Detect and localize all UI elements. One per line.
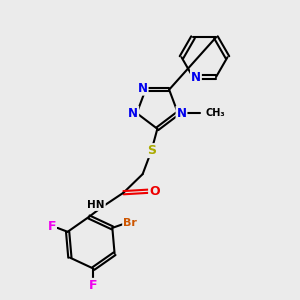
Text: F: F <box>47 220 56 233</box>
Text: N: N <box>138 82 148 95</box>
Text: N: N <box>128 107 138 120</box>
Text: CH₃: CH₃ <box>206 108 226 118</box>
Text: F: F <box>89 279 98 292</box>
Text: N: N <box>176 107 187 120</box>
Text: O: O <box>149 185 160 198</box>
Text: N: N <box>191 70 201 84</box>
Text: HN: HN <box>87 200 105 210</box>
Text: S: S <box>147 144 156 157</box>
Text: Br: Br <box>123 218 137 228</box>
